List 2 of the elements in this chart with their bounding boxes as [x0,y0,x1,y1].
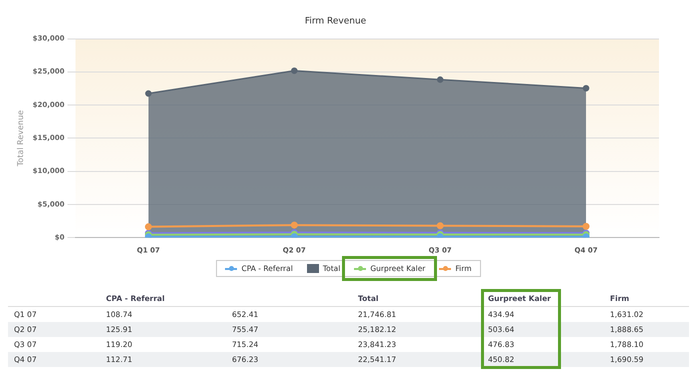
y-axis-title: Total Revenue [16,110,25,168]
chart-title: Firm Revenue [304,16,367,27]
